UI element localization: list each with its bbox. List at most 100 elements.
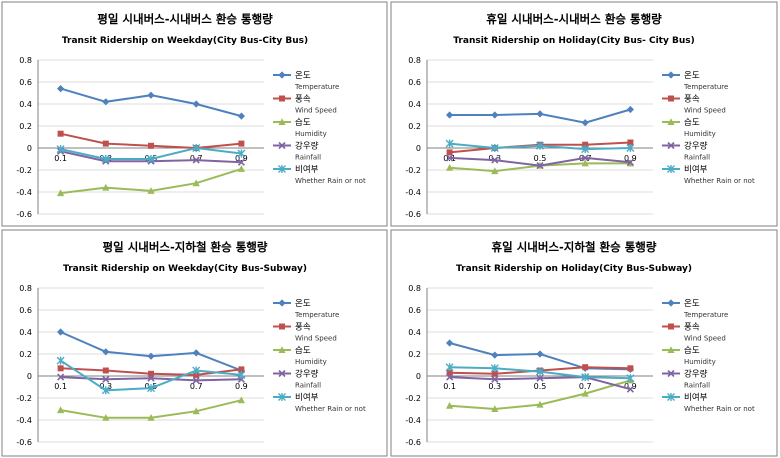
legend-label: 비여부 (295, 392, 319, 403)
legend-marker (667, 299, 675, 307)
y-tick-label: 0.6 (408, 78, 421, 87)
x-tick-label: 0.1 (54, 154, 67, 163)
panel-frame (1, 1, 388, 227)
legend-label-en: Temperature (294, 83, 339, 91)
data-point (490, 364, 499, 373)
data-point (446, 149, 453, 156)
data-point (102, 348, 110, 356)
legend-item: 풍속 Wind Speed (273, 95, 337, 115)
series-group (57, 365, 245, 378)
data-point (445, 139, 454, 148)
y-tick-label: 0.2 (408, 122, 421, 131)
data-point (148, 142, 154, 149)
y-tick-label: -0.4 (405, 416, 421, 425)
legend-item: 습도 Humidity (273, 118, 327, 138)
y-tick-label: 0.6 (19, 78, 32, 87)
chart-title: 휴일 시내버스-시내버스 환승 통행량 (486, 12, 662, 26)
data-point (581, 373, 590, 382)
data-point (57, 189, 65, 197)
legend-label: 풍속 (295, 95, 311, 105)
data-point (192, 100, 200, 108)
legend-item: 비여부 Whether Rain or not (662, 392, 755, 413)
legend-marker (278, 71, 286, 79)
legend-marker (668, 323, 674, 330)
legend-label-en: Humidity (295, 130, 327, 138)
legend-label-en: Temperature (294, 311, 339, 319)
data-point (627, 139, 634, 146)
data-point (491, 375, 499, 383)
data-point (237, 165, 245, 172)
data-point (536, 400, 544, 408)
legend-label: 온도 (684, 71, 700, 81)
legend-label-en: Whether Rain or not (295, 405, 366, 413)
legend-item: 강우량 Rainfall (273, 141, 321, 162)
legend-item: 강우량 Rainfall (273, 369, 321, 390)
legend-marker (667, 393, 675, 401)
y-tick-label: -0.4 (16, 188, 32, 197)
y-tick-label: -0.6 (16, 438, 32, 447)
data-point (237, 370, 246, 379)
data-point (491, 351, 499, 359)
legend-marker (279, 323, 285, 330)
x-tick-label: 0.5 (534, 382, 547, 391)
legend-item: 강우량 Rainfall (662, 141, 710, 162)
legend-label-en: Wind Speed (684, 335, 726, 343)
y-tick-label: -0.6 (405, 438, 421, 447)
data-point (102, 375, 110, 383)
chart-subtitle: Transit Ridership on Weekday(City Bus-Su… (63, 264, 307, 274)
data-point (192, 407, 200, 415)
x-tick-label: 0.9 (235, 154, 248, 163)
legend-item: 풍속 Wind Speed (662, 323, 726, 343)
data-point (238, 140, 245, 147)
data-point (57, 85, 65, 93)
series-group (56, 356, 246, 395)
legend-marker (278, 141, 286, 150)
data-point (446, 339, 454, 347)
legend-label-en: Whether Rain or not (684, 177, 755, 185)
data-point (491, 111, 499, 119)
chart-subtitle: Transit Ridership on Weekday(City Bus-Ci… (62, 36, 308, 46)
legend-label: 습도 (295, 118, 311, 128)
data-point (626, 158, 634, 166)
data-point (446, 154, 454, 162)
data-point (446, 373, 454, 381)
data-point (491, 405, 499, 412)
data-point (446, 164, 454, 171)
series-group (445, 139, 635, 154)
x-tick-label: 0.1 (54, 382, 67, 391)
legend-label: 비여부 (295, 164, 319, 175)
y-tick-label: 0.4 (408, 100, 421, 109)
data-point (237, 112, 245, 120)
chart-subtitle: Transit Ridership on Holiday(City Bus-Su… (456, 264, 692, 274)
legend-label-en: Humidity (684, 130, 716, 138)
legend-label: 온도 (684, 299, 700, 309)
legend-marker (667, 71, 675, 79)
data-point (237, 158, 245, 166)
data-point (56, 356, 65, 365)
y-tick-label: 0.2 (19, 350, 32, 359)
data-point (536, 162, 544, 170)
y-tick-label: 0.4 (19, 328, 32, 337)
data-point (581, 154, 589, 162)
legend-label-en: Rainfall (295, 382, 321, 390)
data-point (57, 130, 64, 137)
data-point (57, 365, 64, 372)
data-point (491, 167, 499, 175)
data-point (102, 183, 110, 191)
x-tick-label: 0.7 (190, 154, 203, 163)
legend-marker (667, 165, 675, 173)
data-point (536, 141, 544, 150)
x-tick-label: 0.9 (624, 154, 637, 163)
y-tick-label: 0.8 (19, 284, 32, 293)
data-point (147, 374, 155, 382)
data-point (147, 414, 155, 421)
data-point (536, 110, 544, 118)
series-group (57, 85, 245, 120)
legend-label: 습도 (684, 346, 700, 356)
x-tick-label: 0.9 (235, 382, 248, 391)
y-tick-label: -0.2 (405, 166, 421, 175)
series-group (56, 144, 246, 163)
data-point (147, 91, 155, 99)
y-tick-label: -0.2 (16, 166, 32, 175)
